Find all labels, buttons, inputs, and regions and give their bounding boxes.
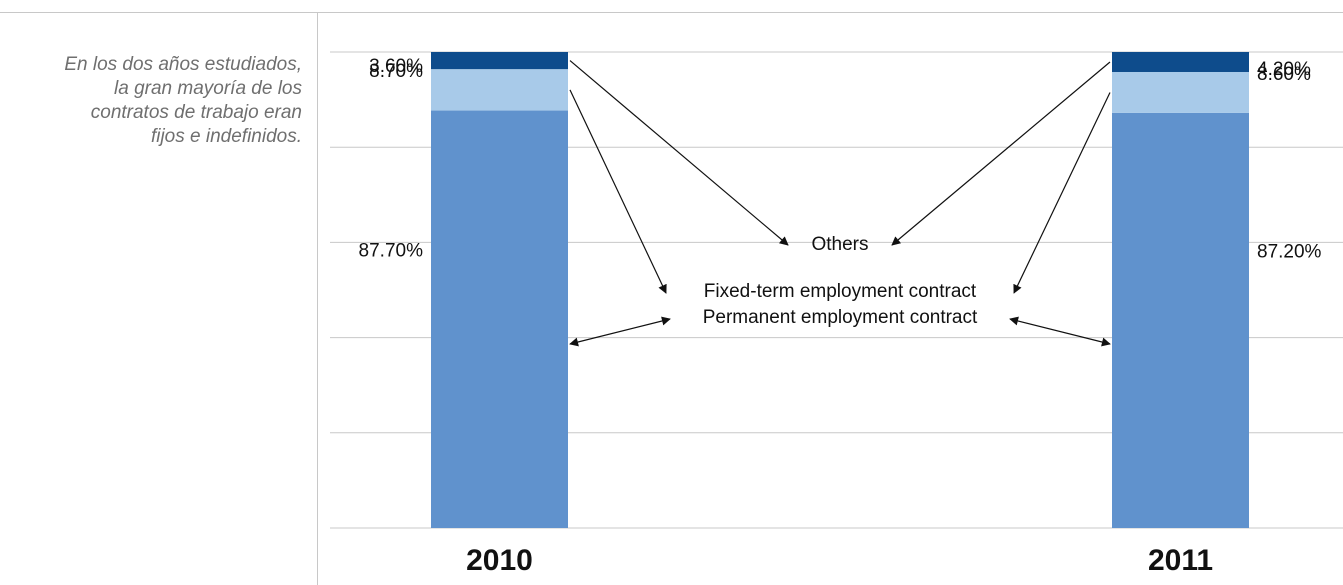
arrow-right-2 [891,61,1111,246]
bar-segment-2010-2 [431,52,568,70]
value-label-2011-2: 4.20% [1257,59,1311,80]
arrow-left-1 [569,89,667,294]
vertical-divider [317,12,318,585]
side-note-line: fijos e indefinidos. [150,126,302,147]
value-label-2011-0: 87.20% [1257,241,1322,262]
side-note-line: contratos de trabajo eran [90,102,302,123]
legend-label-0: Permanent employment contract [703,307,978,328]
bar-segment-2011-0 [1112,112,1249,528]
legend-label-2: Others [811,234,868,255]
bar-segment-2010-0 [431,110,568,528]
value-label-2010-1: 8.70% [369,61,423,82]
arrow-right-1 [1013,92,1111,294]
side-note-line: la gran mayoría de los [114,78,302,99]
legend-label-1: Fixed-term employment contract [704,281,977,302]
value-label-2011-1: 8.60% [1257,64,1311,85]
bar-segment-2010-1 [431,69,568,111]
bar-segment-2011-2 [1112,52,1249,72]
value-label-2010-0: 87.70% [359,240,424,261]
value-label-2010-2: 3.60% [369,56,423,77]
arrow-right-0 [1009,316,1111,347]
arrow-left-0 [569,316,671,347]
category-label-2010: 2010 [466,544,533,577]
top-divider [0,12,1343,13]
category-label-2011: 2011 [1148,544,1213,577]
side-note: En los dos años estudiados, la gran mayo… [20,53,302,149]
arrow-left-2 [569,60,789,246]
side-note-line: En los dos años estudiados, [64,54,302,75]
bar-segment-2011-1 [1112,71,1249,113]
